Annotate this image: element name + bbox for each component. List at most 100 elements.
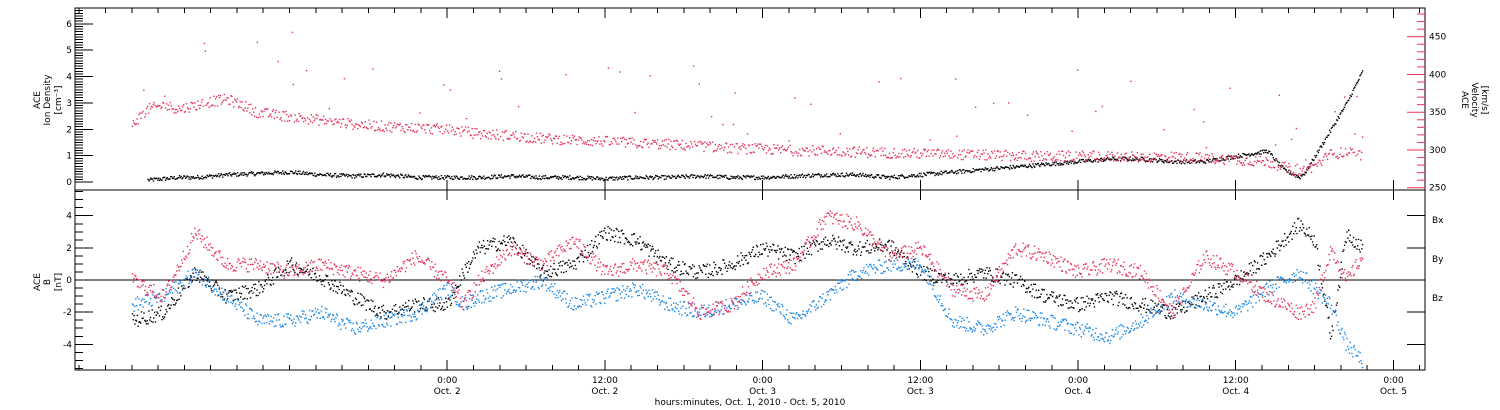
velocity-point (1124, 153, 1126, 155)
by-point (249, 308, 251, 310)
velocity-point (658, 145, 661, 147)
bx-point (848, 242, 850, 244)
bx-point (171, 297, 173, 299)
by-point (623, 288, 625, 291)
velocity-point (192, 102, 194, 105)
bx-point (743, 257, 745, 259)
velocity-point (744, 144, 746, 146)
bx-point (280, 274, 282, 276)
density-point (173, 176, 175, 178)
velocity-point (193, 106, 195, 108)
bx-point (1113, 295, 1115, 297)
by-point (591, 298, 594, 301)
density-point (800, 174, 803, 176)
by-point (374, 315, 376, 317)
velocity-point (829, 149, 831, 152)
bx-point (912, 264, 914, 267)
bx-point (1246, 271, 1248, 274)
velocity-point (768, 147, 770, 149)
density-point (304, 171, 306, 174)
bx-point (486, 240, 489, 242)
velocity-point (611, 142, 613, 145)
bx-point (1266, 256, 1269, 258)
velocity-point (370, 127, 372, 129)
bx-point (191, 280, 193, 282)
by-point (319, 317, 321, 319)
bx-point (1300, 220, 1302, 222)
velocity-point (1114, 155, 1116, 157)
bx-point (978, 268, 981, 270)
bx-point (1238, 283, 1241, 286)
density-point (486, 176, 489, 179)
density-point (1325, 136, 1327, 139)
velocity-point (304, 117, 306, 119)
density-point (1294, 173, 1296, 176)
bx-point (997, 280, 1000, 283)
density-point (741, 178, 744, 181)
bx-point (1090, 298, 1092, 300)
bx-point (549, 275, 551, 278)
bx-point (944, 274, 946, 276)
velocity-point (223, 93, 225, 96)
bx-point (388, 311, 390, 313)
density-point (454, 177, 456, 179)
density-point (425, 174, 427, 177)
by-point (254, 317, 256, 320)
velocity-point (999, 151, 1001, 153)
density-point (1044, 165, 1046, 167)
by-point (211, 291, 213, 293)
velocity-point (1310, 171, 1313, 173)
velocity-point (1202, 160, 1204, 162)
bx-point (321, 283, 323, 286)
velocity-point (675, 139, 678, 141)
bx-point (896, 253, 898, 255)
bx-point (282, 270, 285, 273)
density-point (390, 173, 392, 175)
bx-point (591, 251, 594, 253)
density-point (265, 171, 267, 174)
density-point (368, 174, 371, 176)
bx-point (249, 297, 252, 299)
density-point (940, 170, 942, 173)
bx-point (539, 275, 541, 278)
density-point (780, 176, 783, 179)
bx-point (569, 262, 572, 264)
bx-point (728, 264, 730, 266)
velocity-point (754, 143, 756, 145)
density-point (594, 177, 596, 180)
bx-point (833, 237, 836, 240)
bx-point (142, 317, 144, 319)
density-point (362, 176, 365, 178)
bx-point (1221, 292, 1224, 295)
by-point (254, 321, 257, 323)
bx-point (772, 243, 774, 245)
bx-point (395, 310, 398, 312)
bx-point (1146, 308, 1148, 311)
density-point (1027, 166, 1029, 169)
density-point (455, 175, 457, 177)
velocity-point (445, 128, 447, 130)
density-point (1131, 160, 1133, 162)
bx-point (329, 288, 331, 291)
velocity-point (139, 112, 141, 114)
density-point (765, 177, 767, 179)
density-point (958, 169, 960, 171)
bx-point (557, 268, 559, 270)
density-point (223, 173, 226, 176)
bx-point (597, 234, 599, 236)
velocity-point (721, 147, 723, 149)
density-point (1296, 174, 1298, 176)
bx-point (1273, 253, 1275, 255)
by-point (184, 278, 186, 280)
velocity-point (1319, 160, 1321, 162)
bx-point (710, 273, 713, 275)
bx-point (727, 267, 729, 269)
velocity-point (960, 158, 963, 161)
bx-point (241, 285, 244, 288)
velocity-point (239, 101, 241, 103)
density-point (886, 176, 888, 179)
velocity-point (745, 147, 747, 150)
velocity-point (519, 139, 522, 142)
by-point (591, 305, 593, 308)
density-point (946, 172, 948, 175)
